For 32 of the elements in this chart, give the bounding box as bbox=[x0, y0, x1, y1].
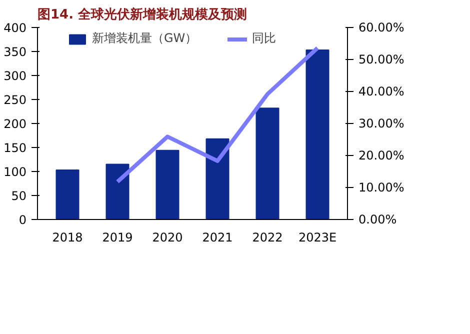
y2-tick-label: 0.00% bbox=[358, 212, 397, 226]
y2-tick-label: 20.00% bbox=[358, 148, 404, 162]
y2-tick-label: 30.00% bbox=[358, 116, 404, 130]
y2-tick-label: 60.00% bbox=[358, 20, 404, 34]
y-tick-label: 300 bbox=[4, 69, 26, 83]
x-tick-label: 2020 bbox=[152, 230, 183, 244]
chart-title: 图14. 全球光伏新增装机规模及预测 bbox=[38, 6, 248, 22]
bar bbox=[206, 138, 230, 220]
y-tick-label: 250 bbox=[4, 93, 26, 107]
bar bbox=[306, 50, 330, 220]
line-series bbox=[116, 46, 320, 184]
y2-tick-label: 10.00% bbox=[358, 180, 404, 194]
y2-tick-label: 40.00% bbox=[358, 84, 404, 98]
y-tick-label: 150 bbox=[4, 141, 26, 155]
y-tick-label: 400 bbox=[4, 21, 26, 35]
x-tick-label: 2022 bbox=[252, 230, 283, 244]
y-tick-label: 350 bbox=[4, 45, 26, 59]
y-tick-label: 100 bbox=[4, 165, 26, 179]
bar bbox=[256, 108, 280, 220]
legend-label: 同比 bbox=[252, 30, 276, 47]
y-tick-label: 50 bbox=[11, 189, 27, 203]
x-tick-label: 2021 bbox=[202, 230, 233, 244]
bar bbox=[106, 164, 130, 220]
bar bbox=[56, 170, 80, 220]
y-tick-label: 200 bbox=[4, 117, 26, 131]
x-tick-label: 2019 bbox=[102, 230, 133, 244]
bar bbox=[156, 150, 180, 220]
legend-label: 新增装机量（GW） bbox=[92, 30, 198, 47]
x-tick-label: 2023E bbox=[298, 230, 337, 244]
x-tick-label: 2018 bbox=[52, 230, 83, 244]
y-tick-label: 0 bbox=[18, 213, 27, 227]
y2-tick-label: 50.00% bbox=[358, 52, 404, 66]
